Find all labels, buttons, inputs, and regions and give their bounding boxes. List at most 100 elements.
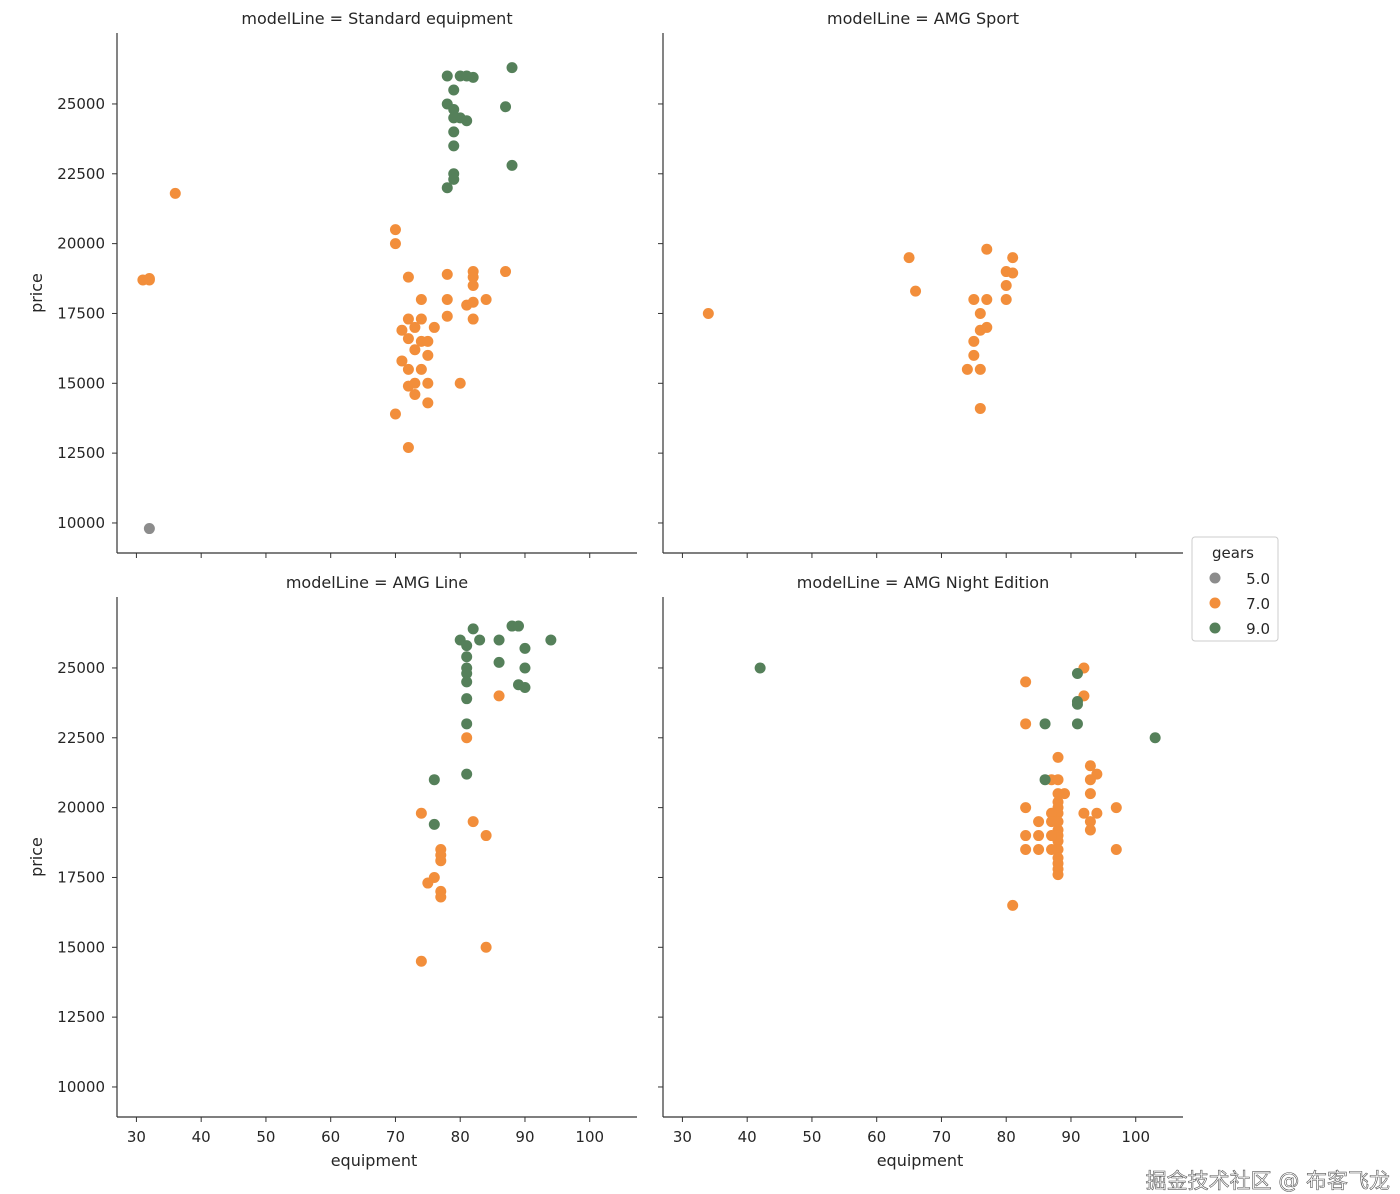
legend: gears 5.0 7.0 9.0 <box>1191 536 1279 642</box>
facet-panel-4: modelLine = AMG Night Edition 30 40 50 60 70 8… <box>658 573 1183 1170</box>
data-point-gears-9.0 <box>506 159 518 171</box>
data-point-gears-7.0 <box>974 307 986 319</box>
data-point-gears-7.0 <box>1020 718 1032 730</box>
data-point-gears-9.0 <box>448 84 460 96</box>
data-point-gears-7.0 <box>981 293 993 305</box>
data-point-gears-9.0 <box>428 774 440 786</box>
data-point-gears-9.0 <box>448 126 460 138</box>
data-point-gears-9.0 <box>493 656 505 668</box>
data-point-gears-7.0 <box>1046 807 1058 819</box>
data-point-gears-7.0 <box>415 955 427 967</box>
data-point-gears-9.0 <box>474 634 486 646</box>
data-point-gears-7.0 <box>422 349 434 361</box>
data-point-gears-7.0 <box>903 252 915 264</box>
legend-marker-9.0 <box>1209 622 1221 634</box>
data-point-gears-7.0 <box>981 321 993 333</box>
x-tick-label: 30 <box>673 1128 692 1146</box>
data-point-gears-7.0 <box>1033 844 1045 856</box>
data-point-gears-9.0 <box>461 668 473 680</box>
data-point-gears-7.0 <box>409 321 421 333</box>
data-point-gears-7.0 <box>1052 788 1064 800</box>
x-tick-label: 80 <box>997 1128 1016 1146</box>
legend-title: gears <box>1212 544 1254 562</box>
data-point-gears-9.0 <box>519 662 531 674</box>
data-point-gears-7.0 <box>1020 830 1032 842</box>
data-point-gears-7.0 <box>467 296 479 308</box>
data-point-gears-7.0 <box>968 349 980 361</box>
data-point-gears-7.0 <box>974 402 986 414</box>
data-point-gears-9.0 <box>1071 718 1083 730</box>
data-point-gears-9.0 <box>461 651 473 663</box>
data-point-gears-9.0 <box>448 104 460 116</box>
data-point-gears-7.0 <box>402 313 414 325</box>
y-tick-label: 25000 <box>57 95 105 113</box>
data-point-gears-9.0 <box>441 182 453 194</box>
y-tick-label: 20000 <box>57 799 105 817</box>
data-point-gears-7.0 <box>389 408 401 420</box>
data-point-gears-7.0 <box>435 891 447 903</box>
data-point-gears-7.0 <box>389 224 401 236</box>
facet-panel-1: modelLine = Standard equipment 10000 12500… <box>27 9 637 558</box>
data-point-gears-7.0 <box>422 877 434 889</box>
data-point-gears-7.0 <box>961 363 973 375</box>
data-point-gears-7.0 <box>493 690 505 702</box>
data-point-gears-7.0 <box>441 293 453 305</box>
y-tick-label: 17500 <box>57 304 105 322</box>
data-point-gears-7.0 <box>422 335 434 347</box>
data-point-gears-7.0 <box>1084 760 1096 772</box>
x-tick-label: 50 <box>256 1128 275 1146</box>
data-point-gears-7.0 <box>441 310 453 322</box>
data-point-gears-9.0 <box>448 140 460 152</box>
data-point-gears-7.0 <box>402 333 414 345</box>
data-point-gears-7.0 <box>1091 807 1103 819</box>
data-point-gears-7.0 <box>467 271 479 283</box>
data-point-gears-7.0 <box>402 363 414 375</box>
x-tick-label: 100 <box>1121 1128 1150 1146</box>
data-point-gears-9.0 <box>519 682 531 694</box>
data-point-gears-7.0 <box>480 293 492 305</box>
data-point-gears-9.0 <box>448 173 460 185</box>
y-tick-label: 10000 <box>57 514 105 532</box>
data-point-gears-5.0 <box>143 523 155 535</box>
data-point-gears-7.0 <box>1033 816 1045 828</box>
data-point-gears-7.0 <box>415 313 427 325</box>
legend-label: 9.0 <box>1246 620 1270 638</box>
data-point-gears-9.0 <box>1039 718 1051 730</box>
x-tick-label: 80 <box>451 1128 470 1146</box>
data-point-gears-9.0 <box>1149 732 1161 744</box>
data-point-gears-9.0 <box>1071 668 1083 680</box>
data-point-gears-7.0 <box>910 285 922 297</box>
data-point-gears-7.0 <box>968 335 980 347</box>
data-point-gears-9.0 <box>428 818 440 830</box>
data-point-gears-7.0 <box>428 321 440 333</box>
data-point-gears-7.0 <box>1084 816 1096 828</box>
data-point-gears-7.0 <box>422 397 434 409</box>
x-tick-label: 50 <box>802 1128 821 1146</box>
data-point-gears-7.0 <box>467 280 479 292</box>
data-point-gears-7.0 <box>1000 293 1012 305</box>
data-point-gears-9.0 <box>519 642 531 654</box>
x-tick-label: 30 <box>127 1128 146 1146</box>
data-point-gears-9.0 <box>545 634 557 646</box>
y-axis-label: price <box>27 273 46 313</box>
data-point-gears-7.0 <box>968 293 980 305</box>
x-tick-label: 90 <box>515 1128 534 1146</box>
data-point-gears-7.0 <box>1078 807 1090 819</box>
data-point-gears-7.0 <box>1052 869 1064 881</box>
data-point-gears-9.0 <box>461 676 473 688</box>
x-tick-label: 70 <box>386 1128 405 1146</box>
data-point-gears-7.0 <box>1046 816 1058 828</box>
data-point-gears-9.0 <box>467 623 479 635</box>
x-axis-label: equipment <box>331 1151 418 1170</box>
data-point-gears-7.0 <box>974 363 986 375</box>
data-point-gears-7.0 <box>702 307 714 319</box>
data-point-gears-7.0 <box>480 830 492 842</box>
data-point-gears-7.0 <box>422 377 434 389</box>
data-point-gears-7.0 <box>1110 844 1122 856</box>
data-point-gears-7.0 <box>1084 788 1096 800</box>
legend-frame <box>1191 536 1279 642</box>
x-tick-label: 40 <box>738 1128 757 1146</box>
data-point-gears-7.0 <box>396 355 408 367</box>
data-point-gears-7.0 <box>409 344 421 356</box>
